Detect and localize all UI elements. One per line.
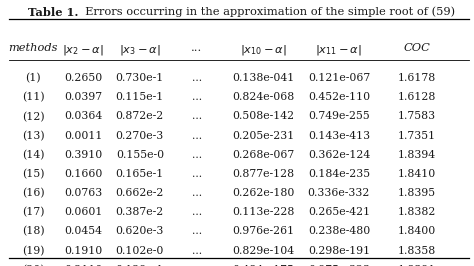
Text: 1.8394: 1.8394	[398, 150, 436, 160]
Text: (17): (17)	[22, 207, 45, 218]
Text: 0.362e-124: 0.362e-124	[308, 150, 370, 160]
Text: ...: ...	[191, 207, 202, 217]
Text: 0.1660: 0.1660	[64, 169, 102, 179]
Text: 0.155e-0: 0.155e-0	[116, 150, 164, 160]
Text: 0.0011: 0.0011	[64, 131, 102, 141]
Text: 1.8400: 1.8400	[398, 226, 436, 236]
Text: 0.872e-2: 0.872e-2	[116, 111, 164, 122]
Text: 1.6178: 1.6178	[398, 73, 436, 83]
Text: 0.824e-068: 0.824e-068	[232, 92, 294, 102]
Text: 0.270e-3: 0.270e-3	[116, 131, 164, 141]
Text: 0.730e-1: 0.730e-1	[116, 73, 164, 83]
Text: 0.336e-332: 0.336e-332	[308, 188, 370, 198]
Text: 0.0397: 0.0397	[64, 92, 102, 102]
Text: ...: ...	[191, 188, 202, 198]
Text: 1.8358: 1.8358	[398, 246, 436, 256]
Text: 0.102e-0: 0.102e-0	[116, 246, 164, 256]
Text: 0.165e-1: 0.165e-1	[116, 169, 164, 179]
Text: 1.8395: 1.8395	[398, 188, 436, 198]
Text: 0.113e-228: 0.113e-228	[232, 207, 294, 217]
Text: 0.976e-261: 0.976e-261	[232, 226, 294, 236]
Text: 0.975e-323: 0.975e-323	[308, 265, 370, 266]
Text: 0.268e-067: 0.268e-067	[232, 150, 294, 160]
Text: (13): (13)	[22, 131, 45, 141]
Text: 0.508e-142: 0.508e-142	[232, 111, 294, 122]
Text: ...: ...	[191, 150, 202, 160]
Text: 0.262e-180: 0.262e-180	[232, 188, 294, 198]
Text: $|x_{10}-\alpha|$: $|x_{10}-\alpha|$	[239, 43, 287, 57]
Text: 0.452e-110: 0.452e-110	[308, 92, 370, 102]
Text: 0.0454: 0.0454	[64, 226, 102, 236]
Text: 0.121e-067: 0.121e-067	[308, 73, 370, 83]
Text: (1): (1)	[26, 73, 41, 84]
Text: 0.184e-235: 0.184e-235	[308, 169, 370, 179]
Text: 0.138e-041: 0.138e-041	[232, 73, 294, 83]
Text: 0.298e-191: 0.298e-191	[308, 246, 370, 256]
Text: $|x_2-\alpha|$: $|x_2-\alpha|$	[62, 43, 104, 57]
Text: ...: ...	[191, 169, 202, 179]
Text: Errors occurring in the approximation of the simple root of (59): Errors occurring in the approximation of…	[78, 7, 456, 17]
Text: ...: ...	[191, 43, 202, 53]
Text: ...: ...	[191, 131, 202, 141]
Text: 1.8391: 1.8391	[398, 265, 436, 266]
Text: (16): (16)	[22, 188, 45, 198]
Text: ...: ...	[191, 246, 202, 256]
Text: 1.7583: 1.7583	[398, 111, 436, 122]
Text: (12): (12)	[22, 111, 45, 122]
Text: 0.877e-128: 0.877e-128	[232, 169, 294, 179]
Text: COC: COC	[404, 43, 430, 53]
Text: 0.0364: 0.0364	[64, 111, 102, 122]
Text: Table 1.: Table 1.	[28, 7, 79, 18]
Text: (14): (14)	[22, 150, 45, 160]
Text: $|x_3-\alpha|$: $|x_3-\alpha|$	[119, 43, 161, 57]
Text: 0.129e-1: 0.129e-1	[116, 265, 164, 266]
Text: (15): (15)	[22, 169, 45, 179]
Text: ...: ...	[191, 111, 202, 122]
Text: 0.387e-2: 0.387e-2	[116, 207, 164, 217]
Text: ...: ...	[191, 92, 202, 102]
Text: (20): (20)	[22, 265, 45, 266]
Text: 0.238e-480: 0.238e-480	[308, 226, 370, 236]
Text: methods: methods	[9, 43, 58, 53]
Text: 0.143e-413: 0.143e-413	[308, 131, 370, 141]
Text: 0.829e-104: 0.829e-104	[232, 246, 294, 256]
Text: 1.7351: 1.7351	[398, 131, 436, 141]
Text: (11): (11)	[22, 92, 45, 103]
Text: 1.8410: 1.8410	[398, 169, 436, 179]
Text: 1.8382: 1.8382	[398, 207, 436, 217]
Text: 0.115e-1: 0.115e-1	[116, 92, 164, 102]
Text: 1.6128: 1.6128	[398, 92, 436, 102]
Text: 0.2650: 0.2650	[64, 73, 102, 83]
Text: (18): (18)	[22, 226, 45, 237]
Text: 0.620e-3: 0.620e-3	[116, 226, 164, 236]
Text: 0.662e-2: 0.662e-2	[116, 188, 164, 198]
Text: ...: ...	[191, 265, 202, 266]
Text: (19): (19)	[22, 246, 45, 256]
Text: $|x_{11}-\alpha|$: $|x_{11}-\alpha|$	[315, 43, 363, 57]
Text: 0.484e-175: 0.484e-175	[232, 265, 294, 266]
Text: 0.265e-421: 0.265e-421	[308, 207, 370, 217]
Text: 0.205e-231: 0.205e-231	[232, 131, 294, 141]
Text: 0.1910: 0.1910	[64, 246, 102, 256]
Text: 0.0601: 0.0601	[64, 207, 102, 217]
Text: 0.2110: 0.2110	[64, 265, 102, 266]
Text: 0.749e-255: 0.749e-255	[308, 111, 370, 122]
Text: ...: ...	[191, 73, 202, 83]
Text: 0.3910: 0.3910	[64, 150, 102, 160]
Text: ...: ...	[191, 226, 202, 236]
Text: 0.0763: 0.0763	[64, 188, 102, 198]
